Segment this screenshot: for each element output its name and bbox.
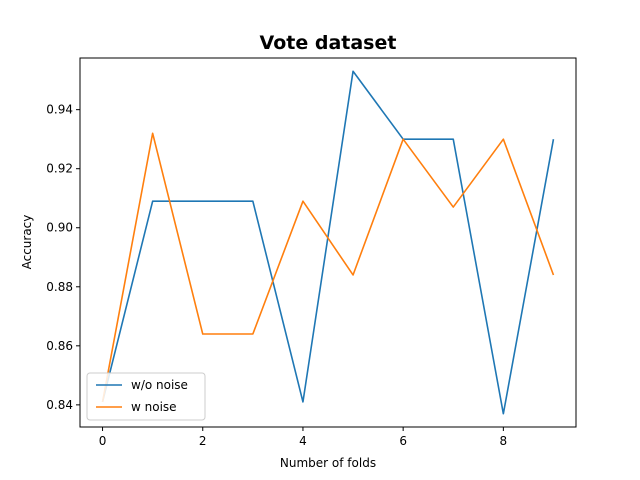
x-tick-label: 0 <box>99 434 107 448</box>
x-tick-label: 8 <box>500 434 508 448</box>
series-line-w-o-noise <box>101 70 555 415</box>
legend-label-w-noise: w noise <box>131 400 177 414</box>
y-axis-ticks: 0.84 0.86 0.88 0.90 0.92 0.94 <box>46 103 80 412</box>
x-axis-ticks: 0 2 4 6 8 <box>99 427 507 448</box>
y-axis-label: Accuracy <box>20 215 34 270</box>
x-tick-label: 2 <box>199 434 207 448</box>
x-tick-label: 4 <box>299 434 307 448</box>
chart-title: Vote dataset <box>260 32 397 54</box>
plot-frame <box>79 57 577 428</box>
plot-series <box>101 70 555 415</box>
x-tick-label: 6 <box>399 434 407 448</box>
y-tick-label: 0.84 <box>46 398 73 412</box>
y-tick-label: 0.90 <box>46 221 73 235</box>
y-tick-label: 0.86 <box>46 339 73 353</box>
y-tick-label: 0.92 <box>46 162 73 176</box>
y-tick-label: 0.88 <box>46 280 73 294</box>
legend-label-w-o-noise: w/o noise <box>131 378 188 392</box>
legend: w/o noise w noise <box>86 372 206 421</box>
x-axis-label: Number of folds <box>280 456 376 470</box>
series-line-w-noise <box>101 132 555 403</box>
y-tick-label: 0.94 <box>46 103 73 117</box>
